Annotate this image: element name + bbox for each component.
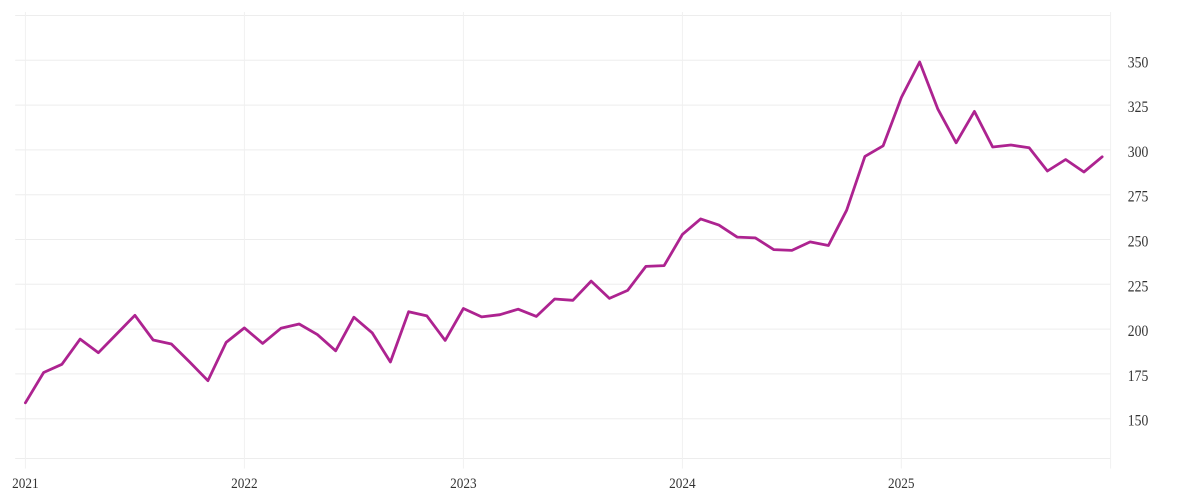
svg-text:350: 350	[1128, 54, 1149, 71]
svg-text:200: 200	[1128, 323, 1149, 340]
svg-text:150: 150	[1128, 413, 1149, 430]
svg-text:300: 300	[1128, 144, 1149, 161]
svg-text:2022: 2022	[231, 476, 258, 492]
svg-text:2021: 2021	[12, 476, 39, 492]
svg-text:175: 175	[1128, 368, 1149, 385]
svg-text:2023: 2023	[450, 476, 477, 492]
svg-text:275: 275	[1128, 189, 1149, 206]
svg-text:250: 250	[1128, 234, 1149, 251]
svg-text:2024: 2024	[669, 476, 696, 492]
svg-text:225: 225	[1128, 278, 1149, 295]
svg-text:325: 325	[1128, 99, 1149, 116]
svg-text:2025: 2025	[888, 476, 915, 492]
